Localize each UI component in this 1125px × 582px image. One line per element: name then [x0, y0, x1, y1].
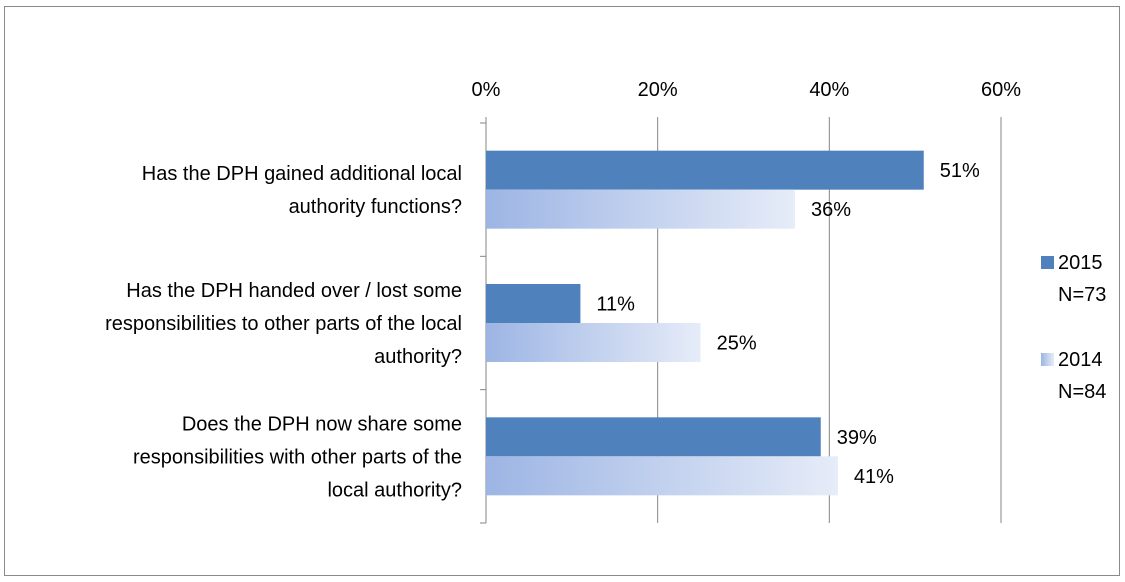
legend-swatch-2014 [1041, 353, 1054, 366]
bar-2015-1 [486, 150, 924, 190]
data-label-2015-1: 51% [940, 160, 980, 182]
legend-swatch-2015 [1041, 256, 1054, 269]
legend-label-2014: 2014 [1058, 349, 1103, 371]
x-tick-label: 60% [981, 79, 1021, 101]
bar-2015-2 [486, 284, 581, 323]
data-label-2015-2: 11% [596, 294, 635, 316]
legend-label-2015: 2015 [1058, 252, 1103, 274]
data-label-2015-3: 39% [837, 427, 877, 449]
bar-2015-3 [486, 417, 821, 457]
bar-2014-1 [486, 189, 795, 229]
category-label: Has the DPH handed over / lost some respo… [105, 280, 462, 368]
category-label: Has the DPH gained additional local autho… [142, 163, 462, 218]
data-label-2014-1: 36% [811, 199, 851, 221]
x-tick-label: 20% [638, 79, 678, 101]
bar-2014-3 [486, 456, 838, 496]
data-label-2014-2: 25% [717, 333, 757, 355]
data-label-2014-3: 41% [854, 466, 894, 488]
x-tick-label: 40% [809, 79, 849, 101]
category-label: Does the DPH now share some responsibilit… [133, 413, 462, 501]
legend-sublabel-2014: N=84 [1058, 381, 1106, 403]
legend-sublabel-2015: N=73 [1058, 284, 1106, 306]
x-tick-label: 0% [472, 79, 501, 101]
bar-2014-2 [486, 323, 701, 362]
